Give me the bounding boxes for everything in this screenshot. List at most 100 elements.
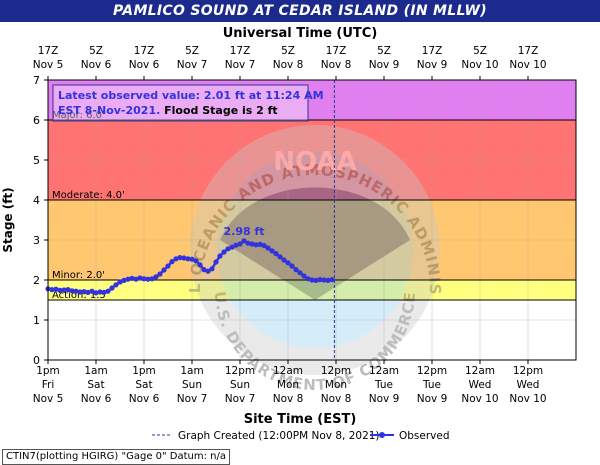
observed-point xyxy=(177,255,183,261)
top-tick-label: Nov 8 xyxy=(273,59,304,71)
observed-point xyxy=(241,238,247,244)
legend: Graph Created (12:00PM Nov 8, 2021) Obser… xyxy=(152,430,450,442)
bottom-tick-label: Sun xyxy=(182,379,202,391)
bottom-tick-label: 1am xyxy=(84,365,107,377)
top-tick-label: 5Z xyxy=(185,45,199,57)
observed-point xyxy=(81,289,87,295)
stage-line-label: Action: 1.5' xyxy=(52,290,109,301)
info-date: EST 8-Nov-2021. xyxy=(58,104,160,117)
bottom-tick-label: Nov 10 xyxy=(461,393,498,405)
observed-point xyxy=(229,244,235,250)
observed-point xyxy=(297,270,303,276)
legend-created-label: Graph Created (12:00PM Nov 8, 2021) xyxy=(178,430,380,442)
bottom-tick-label: 12am xyxy=(273,365,303,377)
observed-point xyxy=(105,288,111,294)
observed-point xyxy=(133,276,139,282)
observed-point xyxy=(321,277,327,283)
y-tick-label: 4 xyxy=(33,194,40,207)
watermark-inner-disc xyxy=(217,152,413,348)
top-tick-label: 5Z xyxy=(281,45,295,57)
observed-point xyxy=(237,241,243,247)
bottom-axis: 1pm Fri Nov 5 1am Sat Nov 6 1pm Sat Nov 6 1am Sun N… xyxy=(33,360,547,405)
top-tick-label: Nov 9 xyxy=(369,59,400,71)
top-tick-label: 5Z xyxy=(89,45,103,57)
observed-point xyxy=(213,259,219,265)
observed-point xyxy=(225,246,231,252)
bottom-tick-label: Mon xyxy=(325,379,347,391)
observed-point xyxy=(309,277,315,283)
observed-point xyxy=(313,277,319,283)
top-tick-label: 17Z xyxy=(134,45,155,57)
bottom-tick-label: Sat xyxy=(135,379,152,391)
info-flood-text: Flood Stage is 2 ft xyxy=(160,104,277,117)
observed-point xyxy=(281,257,287,263)
top-tick-label: Nov 10 xyxy=(461,59,498,71)
observed-point xyxy=(305,276,311,282)
observed-point xyxy=(249,241,255,247)
observed-point xyxy=(217,253,223,259)
observed-point xyxy=(173,256,179,262)
bottom-tick-label: Mon xyxy=(277,379,299,391)
observed-point xyxy=(289,263,295,269)
bottom-tick-label: Nov 10 xyxy=(509,393,546,405)
observed-point xyxy=(117,279,123,285)
observed-point xyxy=(189,256,195,262)
observed-point xyxy=(197,262,203,268)
observed-point xyxy=(69,288,75,294)
info-flood-stage: EST 8-Nov-2021. Flood Stage is 2 ft xyxy=(58,104,278,117)
top-tick-label: 17Z xyxy=(518,45,539,57)
info-box-frame xyxy=(52,84,309,122)
bottom-tick-label: Nov 7 xyxy=(177,393,208,405)
observed-point xyxy=(169,259,175,265)
observed-series xyxy=(45,238,335,296)
observed-point xyxy=(109,285,115,291)
observed-point xyxy=(209,266,215,272)
bottom-tick-label: Nov 6 xyxy=(81,393,112,405)
bottom-tick-label: Nov 7 xyxy=(225,393,256,405)
stage-line-label: Moderate: 4.0' xyxy=(52,190,125,201)
stage-line-label: Major: 6.0' xyxy=(52,110,105,121)
bottom-tick-label: 12pm xyxy=(417,365,447,377)
noaa-watermark: NATIONAL OCEANIC AND ATMOSPHERIC ADMINIS… xyxy=(0,0,443,394)
bottom-tick-label: 12am xyxy=(369,365,399,377)
chart-title: PAMLICO SOUND AT CEDAR ISLAND (IN MLLW) xyxy=(113,3,487,19)
observed-point xyxy=(161,267,167,273)
bottom-tick-label: 12pm xyxy=(321,365,351,377)
observed-point xyxy=(61,287,67,293)
observed-point xyxy=(77,289,83,295)
observed-point xyxy=(157,271,163,277)
bottom-tick-label: Wed xyxy=(469,379,492,391)
bottom-tick-label: Sun xyxy=(230,379,250,391)
observed-point xyxy=(149,276,155,282)
legend-observed-marker xyxy=(379,432,385,438)
top-tick-label: Nov 8 xyxy=(321,59,352,71)
y-tick-label: 0 xyxy=(33,354,40,367)
legend-observed-label: Observed xyxy=(399,430,450,442)
observed-point xyxy=(97,289,103,295)
top-tick-label: 5Z xyxy=(473,45,487,57)
observed-point xyxy=(137,275,143,281)
bottom-tick-label: Sat xyxy=(87,379,104,391)
y-axis-label: Stage (ft) xyxy=(1,187,15,252)
bottom-tick-label: 1pm xyxy=(36,365,60,377)
observed-point xyxy=(233,242,239,248)
observed-point xyxy=(73,288,79,294)
footer-datum-info: CTIN7(plotting HGIRG) "Gage 0" Datum: n/… xyxy=(2,449,231,465)
observed-point xyxy=(261,243,267,249)
top-tick-label: Nov 6 xyxy=(129,59,160,71)
watermark-gull-shape xyxy=(220,187,410,300)
observed-point xyxy=(253,242,259,248)
plot-frame xyxy=(47,79,577,361)
observed-point xyxy=(153,274,159,280)
observed-point xyxy=(317,277,323,283)
observed-point xyxy=(285,260,291,266)
y-tick-label: 3 xyxy=(33,234,40,247)
observed-point xyxy=(245,240,251,246)
bottom-tick-label: Tue xyxy=(422,379,441,391)
bottom-tick-label: Nov 9 xyxy=(369,393,400,405)
peak-label: 2.98 ft xyxy=(223,225,264,238)
bottom-tick-label: 12pm xyxy=(225,365,255,377)
observed-point xyxy=(57,287,63,293)
observed-point xyxy=(181,255,187,261)
